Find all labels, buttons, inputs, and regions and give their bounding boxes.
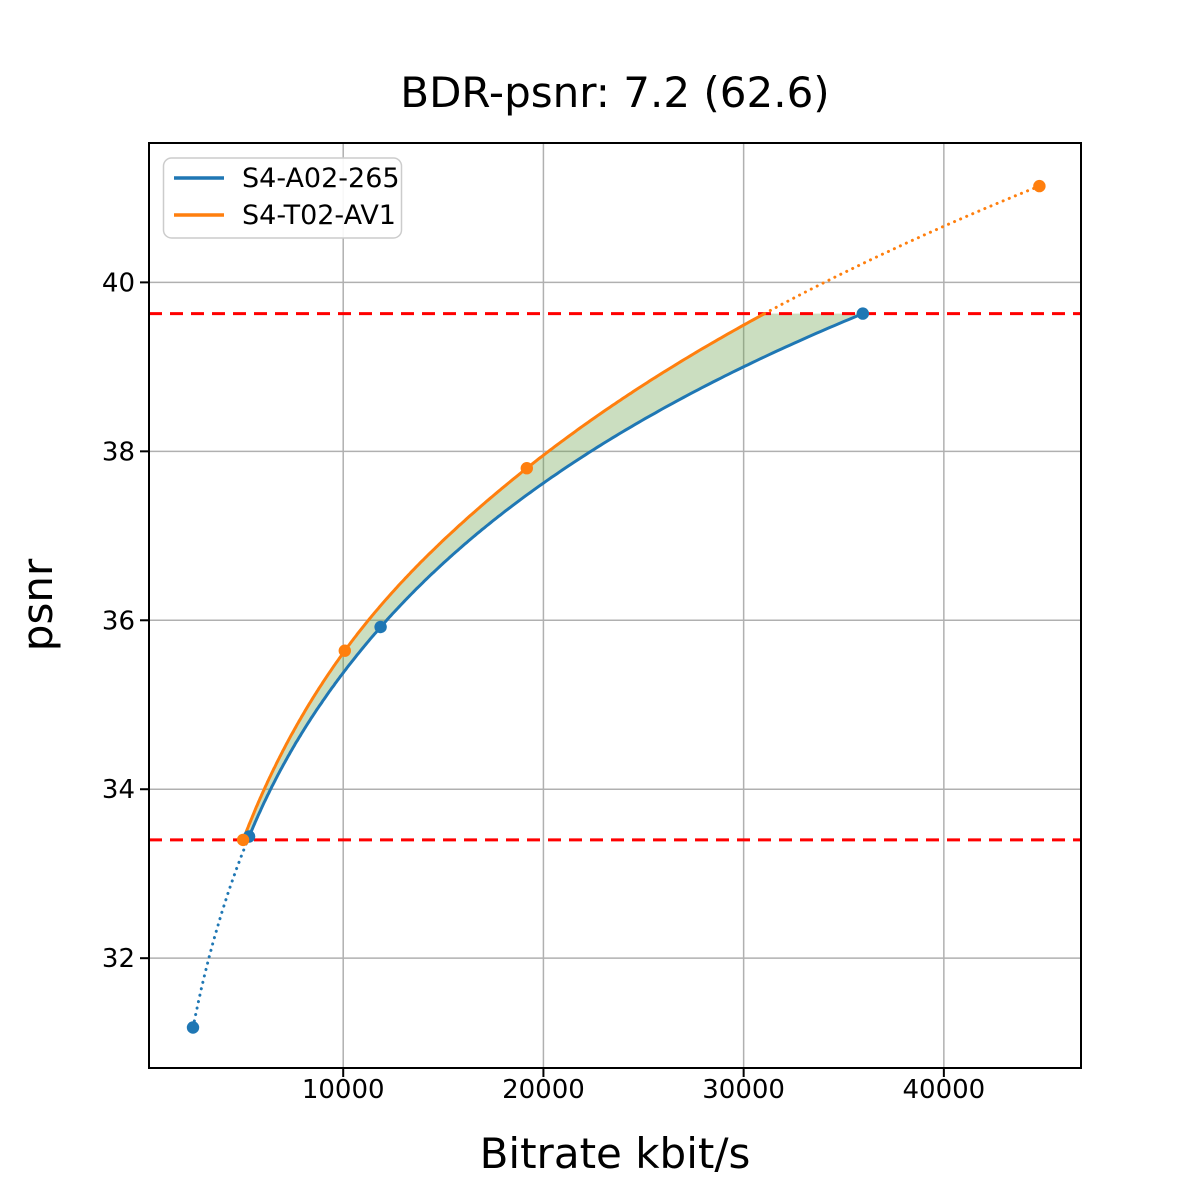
bd-area-fill [243, 313, 863, 840]
x-tick-label: 10000 [302, 1075, 385, 1105]
data-point-S4-A02-265 [856, 307, 869, 320]
axis-ticks: 10000 20000 30000 40000 32 34 36 38 40 [102, 268, 985, 1105]
x-tick-label: 40000 [902, 1075, 985, 1105]
x-tick-label: 30000 [702, 1075, 785, 1105]
data-point-S4-A02-265 [374, 620, 387, 634]
data-point-S4-T02-AV1 [1033, 179, 1046, 193]
curve-dotted-S4-A02-265 [191, 838, 250, 1029]
data-point-S4-T02-AV1 [520, 462, 533, 475]
y-tick-label: 36 [102, 606, 135, 636]
x-tick-label: 20000 [502, 1075, 585, 1105]
y-tick-label: 40 [102, 268, 135, 298]
data-point-S4-T02-AV1 [338, 644, 351, 657]
y-tick-label: 32 [102, 944, 135, 974]
legend-label-S4-T02-AV1: S4-T02-AV1 [242, 200, 396, 231]
curve-solid-S4-A02-265 [246, 312, 864, 841]
legend-label-S4-A02-265: S4-A02-265 [242, 163, 400, 194]
x-axis-label: Bitrate kbit/s [480, 1129, 751, 1178]
data-point-S4-T02-AV1 [236, 833, 250, 847]
curve-dotted-S4-T02-AV1 [763, 184, 1041, 316]
bd-rate-fill-area [243, 313, 863, 840]
plot-border [148, 142, 1082, 1069]
chart-title: BDR-psnr: 7.2 (62.6) [400, 68, 829, 117]
series-markers [186, 179, 1046, 1034]
curve-solid-S4-T02-AV1 [241, 312, 766, 841]
legend: S4-A02-265 S4-T02-AV1 [162, 157, 403, 239]
y-tick-label: 34 [102, 775, 135, 805]
data-point-S4-A02-265 [186, 1021, 200, 1034]
overlap-bound-lines [149, 312, 1082, 842]
y-axis-label: psnr [13, 558, 62, 651]
y-tick-label: 38 [102, 437, 135, 467]
gridlines [149, 143, 1082, 1068]
series-curves [191, 184, 1041, 1029]
